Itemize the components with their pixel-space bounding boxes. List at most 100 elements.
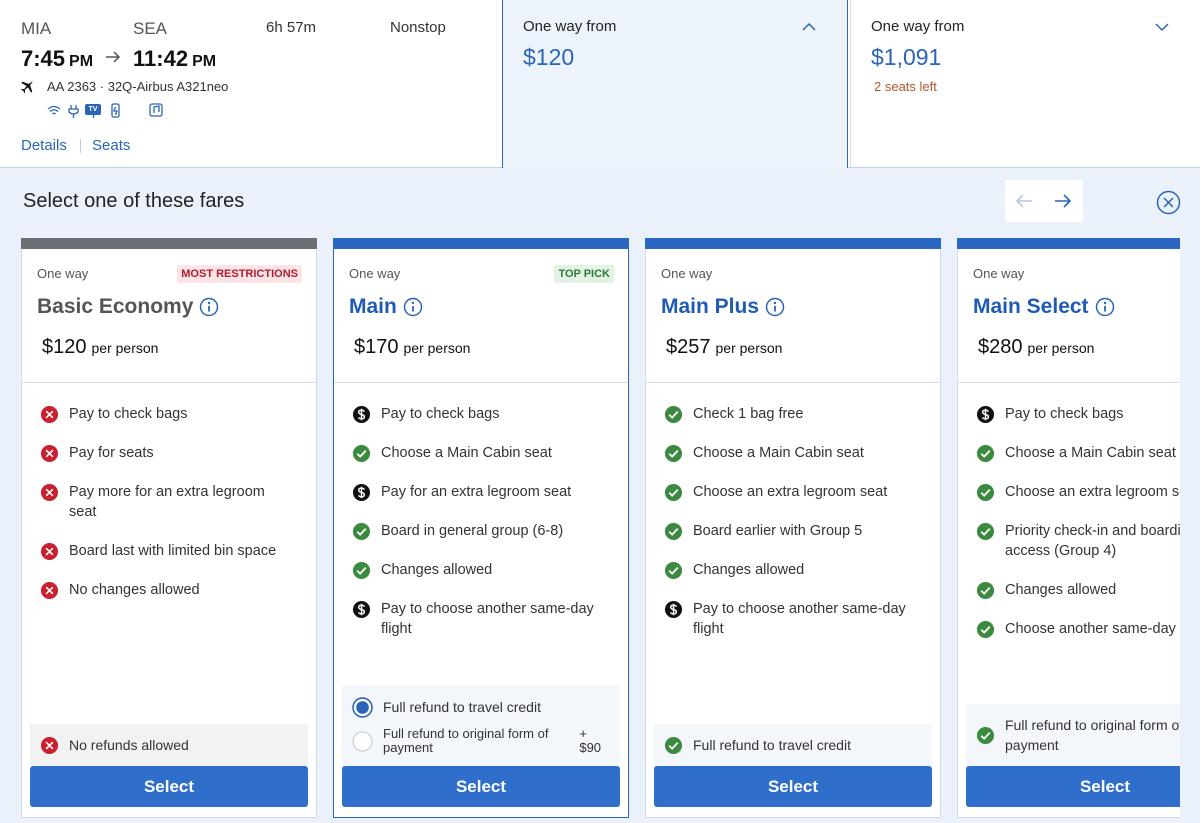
fare-name: Main Select [973, 295, 1115, 319]
tv-icon: TV [85, 104, 101, 115]
fare-card: One way Main Plus $257 per person Check 1 ba… [645, 238, 941, 818]
feature-text: Changes allowed [693, 562, 805, 578]
refund-extra: + $90 [579, 726, 602, 755]
feature-item: Choose a Main Cabin seat [664, 443, 911, 463]
select-button[interactable]: Select [966, 766, 1180, 807]
x-icon [40, 483, 59, 502]
next-arrow[interactable] [1054, 193, 1072, 209]
arrive-period: PM [192, 53, 217, 70]
card-top-bar [645, 238, 941, 249]
radio-off-icon[interactable] [352, 731, 373, 752]
x-icon [40, 542, 59, 561]
feature-text: Choose an extra legroom seat [1005, 484, 1180, 500]
feature-text: Choose a Main Cabin seat [693, 445, 864, 461]
feature-text: Board last with limited bin space [69, 543, 277, 559]
refund-text: Full refund to original form of payment [383, 726, 549, 755]
feature-text: Pay to check bags [1005, 406, 1124, 422]
feature-text: Pay more for an extra legroom seat [69, 484, 265, 520]
check-icon [664, 561, 683, 580]
feature-text: Changes allowed [381, 562, 493, 578]
duration: 6h 57m [266, 19, 317, 36]
fare-name: Main Plus [661, 295, 785, 319]
refund-text: Full refund to travel credit [693, 737, 851, 753]
cabin-label: One way from [523, 18, 617, 35]
fare-badge: MOST RESTRICTIONS [177, 265, 302, 283]
radio-on-icon[interactable] [352, 697, 373, 718]
cabin-price: $120 [523, 44, 575, 70]
check-icon [664, 405, 683, 424]
caret-icon [1155, 23, 1169, 32]
feature-item: Pay for an extra legroom seat [352, 482, 599, 502]
fare-name-text: Main Plus [661, 295, 760, 318]
arrive-time: 11:42 PM [133, 46, 216, 72]
card-top-bar [957, 238, 1180, 249]
info-icon [765, 297, 785, 317]
destination: SEA [133, 19, 168, 38]
refund-options: Full refund to travel credit Full refund … [342, 685, 620, 766]
feature-item: Board earlier with Group 5 [664, 521, 911, 541]
fare-card: One way MOST RESTRICTIONS Basic Economy $12… [21, 238, 317, 818]
seats-link[interactable]: Seats [92, 137, 131, 154]
feature-list: Pay to check bags Pay for seats Pay more f… [40, 404, 287, 619]
fare-badge: TOP PICK [554, 265, 614, 283]
refund-option: Full refund to original form of payment [976, 715, 1180, 755]
select-button[interactable]: Select [654, 766, 932, 807]
feature-text: Pay to choose another same-day flight [693, 601, 906, 637]
details-link[interactable]: Details [21, 137, 67, 154]
feature-item: Board in general group (6-8) [352, 521, 599, 541]
feature-item: Changes allowed [352, 560, 599, 580]
check-icon [664, 522, 683, 541]
refund-option[interactable]: Full refund to travel credit [352, 696, 610, 718]
fare-name: Main [349, 295, 423, 319]
divider [958, 382, 1180, 383]
fare-card: One way Main Select $280 per person Pay to c… [957, 238, 1180, 818]
fare-price: $120 per person [42, 336, 158, 359]
depart-time-value: 7:45 [21, 46, 66, 71]
depart-period: PM [69, 53, 94, 70]
feature-item: Changes allowed [664, 560, 911, 580]
feature-item: Choose an extra legroom seat [664, 482, 911, 502]
cabin-option[interactable]: One way from $1,091 2 seats left [850, 0, 1200, 168]
dollar-icon [352, 600, 371, 619]
feature-text: Pay for an extra legroom seat [381, 484, 572, 500]
close-button[interactable] [1156, 190, 1181, 215]
refund-text: Full refund to original form of payment [1005, 717, 1180, 753]
per-person: per person [715, 340, 783, 356]
prev-arrow[interactable] [1015, 193, 1033, 209]
refund-option: Full refund to travel credit [664, 735, 922, 755]
feature-text: Board in general group (6-8) [381, 523, 564, 539]
plane-icon [20, 81, 33, 94]
feature-item: Pay to choose another same-day flight [352, 599, 599, 639]
stops: Nonstop [390, 19, 446, 36]
feature-item: Changes allowed [976, 580, 1180, 600]
refund-option[interactable]: Full refund to original form of payment +… [352, 727, 610, 755]
refund-option: No refunds allowed [40, 735, 298, 755]
per-person: per person [403, 340, 471, 356]
link-separator [80, 139, 81, 153]
dollar-icon [352, 483, 371, 502]
feature-item: Priority check-in and boarding access (G… [976, 521, 1180, 561]
check-icon [664, 736, 683, 755]
per-person: per person [91, 340, 159, 356]
refund-options: No refunds allowed [30, 724, 308, 766]
fare-name-text: Basic Economy [37, 295, 194, 318]
fare-price-value: $280 [978, 336, 1023, 358]
refund-text: No refunds allowed [69, 737, 189, 753]
feature-text: Pay to choose another same-day flight [381, 601, 594, 637]
fare-name-text: Main [349, 295, 397, 318]
feature-item: Pay to check bags [976, 404, 1180, 424]
info-icon [200, 297, 219, 317]
select-button[interactable]: Select [342, 766, 620, 807]
select-button[interactable]: Select [30, 766, 308, 807]
feature-text: Priority check-in and boarding access (G… [1005, 523, 1180, 559]
feature-text: Choose a Main Cabin seat [381, 445, 552, 461]
fare-price: $170 per person [354, 336, 470, 359]
feature-item: Pay for seats [40, 443, 287, 463]
cabin-option[interactable]: One way from $120 [502, 0, 848, 168]
feature-item: Pay more for an extra legroom seat [40, 482, 287, 522]
feature-item: Pay to check bags [40, 404, 287, 424]
check-icon [664, 444, 683, 463]
